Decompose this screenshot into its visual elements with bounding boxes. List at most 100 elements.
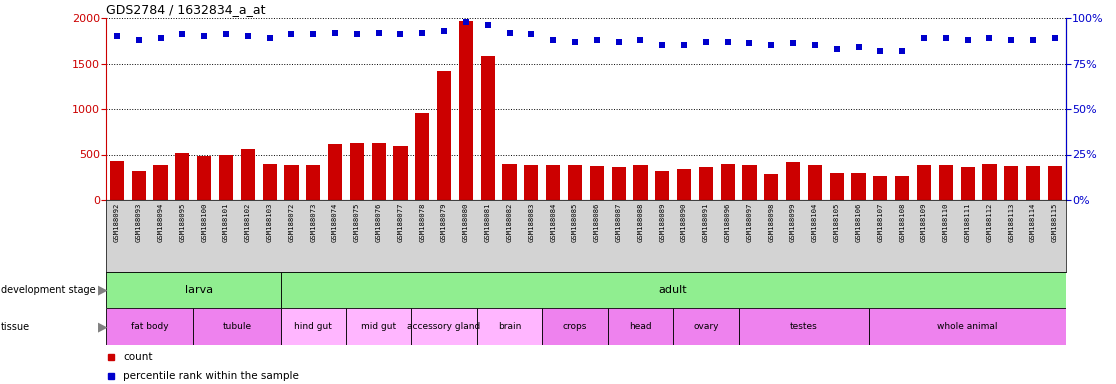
Point xyxy=(545,37,562,43)
Text: GSM188097: GSM188097 xyxy=(747,202,752,242)
Bar xyxy=(742,166,757,200)
Text: GSM188102: GSM188102 xyxy=(244,202,251,242)
Point xyxy=(696,38,714,45)
Bar xyxy=(346,308,412,345)
Text: GSM188082: GSM188082 xyxy=(507,202,512,242)
Text: GSM188109: GSM188109 xyxy=(921,202,927,242)
Bar xyxy=(786,162,800,200)
Point xyxy=(479,22,497,28)
Point xyxy=(348,31,366,38)
Point xyxy=(849,44,867,50)
Text: GSM188081: GSM188081 xyxy=(484,202,491,242)
Text: GSM188114: GSM188114 xyxy=(1030,202,1036,242)
Bar xyxy=(961,167,974,200)
Point xyxy=(435,28,453,34)
Bar xyxy=(677,169,691,200)
Text: accessory gland: accessory gland xyxy=(407,322,481,331)
Bar xyxy=(306,164,320,200)
Bar xyxy=(219,154,233,200)
Text: tubule: tubule xyxy=(222,322,251,331)
Text: GSM188088: GSM188088 xyxy=(637,202,644,242)
Bar xyxy=(721,164,734,200)
Bar xyxy=(372,143,386,200)
Point xyxy=(872,48,889,54)
Point xyxy=(653,42,671,48)
Bar xyxy=(568,166,583,200)
Point xyxy=(239,33,257,39)
Text: mid gut: mid gut xyxy=(362,322,396,331)
Bar xyxy=(328,144,343,200)
Text: GSM188092: GSM188092 xyxy=(114,202,119,242)
Bar xyxy=(502,164,517,200)
Point xyxy=(762,42,780,48)
Point xyxy=(785,40,802,46)
Text: fat body: fat body xyxy=(131,322,169,331)
Text: GSM188080: GSM188080 xyxy=(463,202,469,242)
Text: GSM188115: GSM188115 xyxy=(1052,202,1058,242)
Text: development stage: development stage xyxy=(1,285,96,295)
Point xyxy=(959,37,976,43)
Point xyxy=(413,30,431,36)
Text: GSM188079: GSM188079 xyxy=(441,202,448,242)
Point xyxy=(458,18,475,25)
Text: GSM188087: GSM188087 xyxy=(616,202,622,242)
Bar xyxy=(829,173,844,200)
Bar xyxy=(739,308,869,345)
Text: GSM188077: GSM188077 xyxy=(397,202,404,242)
Bar xyxy=(917,166,931,200)
Bar xyxy=(394,146,407,200)
Text: crops: crops xyxy=(562,322,587,331)
Point xyxy=(369,30,387,36)
Text: GSM188104: GSM188104 xyxy=(812,202,818,242)
Bar xyxy=(415,113,430,200)
Text: GSM188096: GSM188096 xyxy=(724,202,731,242)
Text: GSM188091: GSM188091 xyxy=(703,202,709,242)
Bar xyxy=(280,308,346,345)
Text: GSM188108: GSM188108 xyxy=(899,202,905,242)
Point xyxy=(981,35,999,41)
Bar xyxy=(154,164,167,200)
Text: tissue: tissue xyxy=(1,321,30,331)
Bar xyxy=(655,171,670,200)
Text: GSM188098: GSM188098 xyxy=(768,202,775,242)
Bar xyxy=(280,272,1066,308)
Text: ▶: ▶ xyxy=(98,283,108,296)
Text: GSM188086: GSM188086 xyxy=(594,202,599,242)
Point xyxy=(217,31,235,38)
Point xyxy=(936,35,954,41)
Text: GSM188083: GSM188083 xyxy=(528,202,535,242)
Text: GSM188094: GSM188094 xyxy=(157,202,164,242)
Bar xyxy=(869,308,1066,345)
Text: GSM188076: GSM188076 xyxy=(376,202,382,242)
Point xyxy=(719,38,737,45)
Bar xyxy=(852,173,866,200)
Point xyxy=(741,40,759,46)
Bar xyxy=(608,308,673,345)
Point xyxy=(828,46,846,52)
Bar xyxy=(412,308,477,345)
Point xyxy=(915,35,933,41)
Text: brain: brain xyxy=(498,322,521,331)
Point xyxy=(392,31,410,38)
Bar xyxy=(874,176,887,200)
Text: testes: testes xyxy=(790,322,818,331)
Text: GSM188072: GSM188072 xyxy=(288,202,295,242)
Bar xyxy=(634,166,647,200)
Text: GSM188085: GSM188085 xyxy=(573,202,578,242)
Point xyxy=(893,48,911,54)
Point xyxy=(522,31,540,38)
Text: whole animal: whole animal xyxy=(937,322,998,331)
Text: GSM188099: GSM188099 xyxy=(790,202,796,242)
Text: GSM188103: GSM188103 xyxy=(267,202,272,242)
Bar xyxy=(895,176,910,200)
Bar xyxy=(982,164,997,200)
Bar xyxy=(106,272,280,308)
Bar xyxy=(109,161,124,200)
Bar xyxy=(589,166,604,200)
Point xyxy=(1002,37,1020,43)
Bar xyxy=(285,166,298,200)
Point xyxy=(326,30,344,36)
Point xyxy=(632,37,650,43)
Text: hind gut: hind gut xyxy=(295,322,333,331)
Text: percentile rank within the sample: percentile rank within the sample xyxy=(123,371,299,381)
